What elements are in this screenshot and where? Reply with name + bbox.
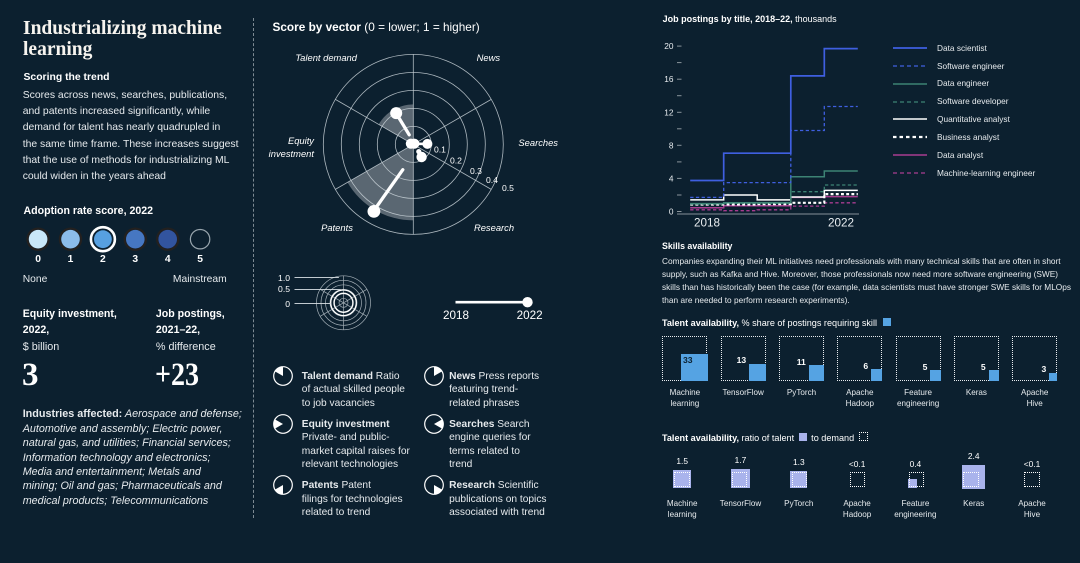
svg-text:12: 12 xyxy=(664,107,674,117)
svg-text:0: 0 xyxy=(669,207,674,217)
svg-text:4: 4 xyxy=(669,173,674,183)
svg-text:0.1: 0.1 xyxy=(434,145,446,155)
svg-text:2018: 2018 xyxy=(694,217,720,230)
svg-text:0.3: 0.3 xyxy=(470,166,482,176)
svg-text:0.2: 0.2 xyxy=(450,156,462,166)
svg-text:8: 8 xyxy=(669,140,674,150)
svg-text:0.5: 0.5 xyxy=(502,183,514,193)
svg-text:20: 20 xyxy=(664,41,674,51)
svg-text:2022: 2022 xyxy=(828,217,854,230)
svg-text:0.4: 0.4 xyxy=(486,175,498,185)
svg-text:16: 16 xyxy=(664,74,674,84)
